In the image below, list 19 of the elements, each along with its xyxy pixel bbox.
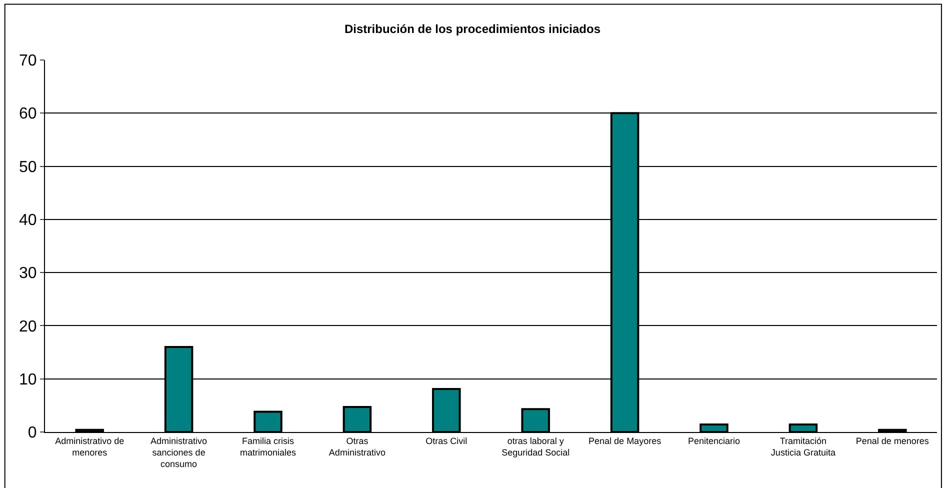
chart-title: Distribución de los procedimientos iniciados — [344, 22, 601, 36]
y-tick-label: 30 — [19, 265, 37, 282]
x-tick-label: Administrativo sanciones de consumo — [150, 436, 208, 470]
y-tick-label: 40 — [19, 212, 37, 230]
y-tick-label: 0 — [28, 424, 37, 442]
y-tick-label: 20 — [19, 318, 37, 336]
x-tick-label: otras laboral y Seguridad Social — [502, 436, 570, 458]
x-tick-label: Otras Civil — [426, 436, 468, 446]
x-tick-label: Penitenciario — [688, 436, 740, 446]
x-tick-label: Penal de Mayores — [588, 436, 662, 446]
x-tick-label: Otras Administrativo — [328, 436, 386, 458]
y-tick-label: 70 — [19, 52, 37, 70]
x-tick-label: Familia crisis matrimoniales — [240, 436, 296, 458]
x-tick-label: Administrativo de menores — [55, 436, 124, 458]
x-tick-label: Tramitación Justicia Gratuita — [770, 436, 836, 458]
y-tick-label: 60 — [19, 106, 37, 123]
y-tick-label: 50 — [19, 158, 37, 176]
y-tick-label: 10 — [19, 371, 37, 388]
x-tick-label: Penal de menores — [856, 436, 930, 446]
